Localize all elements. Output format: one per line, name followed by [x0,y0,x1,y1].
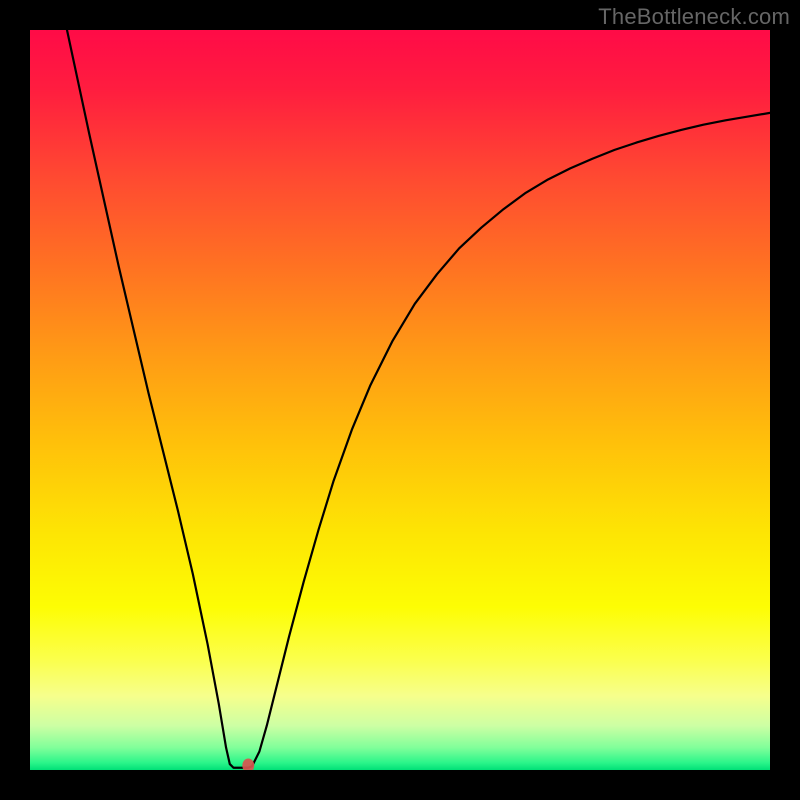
bottleneck-chart [0,0,800,800]
watermark-text: TheBottleneck.com [598,4,790,30]
chart-frame: TheBottleneck.com [0,0,800,800]
gradient-background [30,30,770,770]
